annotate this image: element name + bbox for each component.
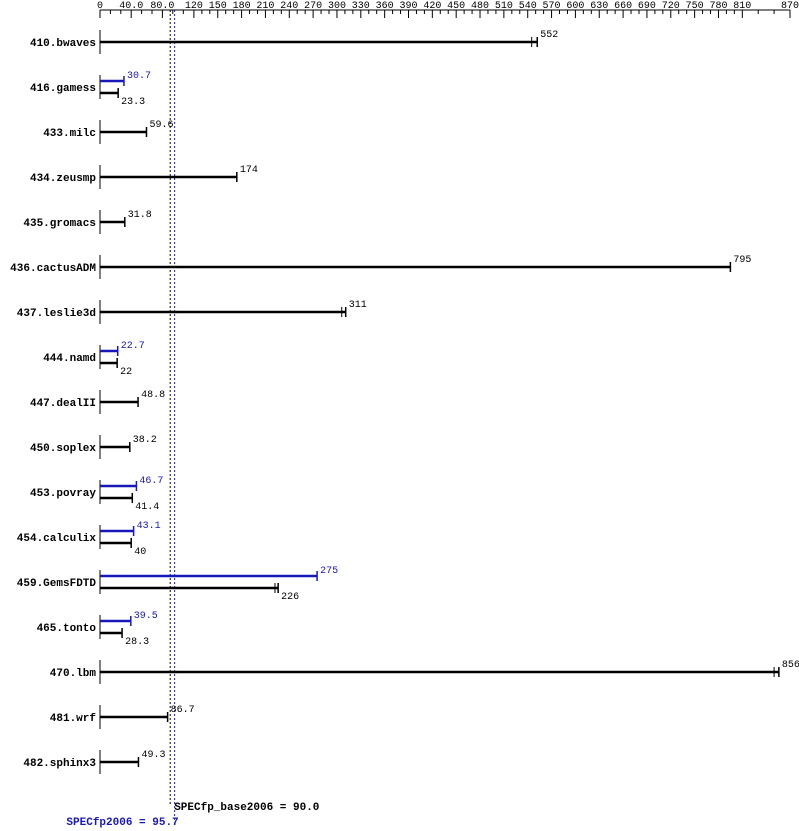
axis-tick-label: 360	[376, 1, 394, 12]
benchmark-label: 454.calculix	[17, 533, 97, 545]
benchmark-label: 481.wrf	[50, 713, 97, 725]
value-label-peak: 22.7	[121, 341, 145, 352]
specfp-benchmark-chart: 0 40.0 80.0 120 150 180 210 240 270 300 330 360 390 4…	[0, 0, 799, 831]
axis-tick-label: 480	[471, 1, 489, 12]
axis-tick-label: 660	[614, 1, 632, 12]
axis-tick-label: 40.0	[119, 1, 143, 12]
axis-tick-label: 720	[662, 1, 680, 12]
value-label-base: 49.3	[141, 750, 165, 761]
value-label-base: 28.3	[125, 637, 149, 648]
value-label-base: 41.4	[135, 502, 159, 513]
value-label-base: 311	[349, 300, 367, 311]
value-label-base: 86.7	[171, 705, 195, 716]
value-label-peak: 30.7	[127, 71, 151, 82]
value-label-peak: 43.1	[137, 521, 161, 532]
value-label-peak: 46.7	[139, 476, 163, 487]
axis-tick-label: 240	[280, 1, 298, 12]
axis-tick-label: 630	[590, 1, 608, 12]
axis-tick-label: 390	[399, 1, 417, 12]
value-label-peak: 275	[320, 566, 338, 577]
value-label-base: 59.6	[149, 120, 173, 131]
benchmark-label: 433.milc	[43, 128, 96, 140]
value-label-base: 552	[540, 30, 558, 41]
axis-tick-label: 510	[495, 1, 513, 12]
summary-base-label: SPECfp_base2006 = 90.0	[174, 802, 319, 814]
axis-tick-label: 300	[328, 1, 346, 12]
axis-tick-label: 600	[566, 1, 584, 12]
axis-tick-label: 690	[638, 1, 656, 12]
axis-tick-label: 80.0	[150, 1, 174, 12]
benchmark-label: 450.soplex	[30, 443, 96, 455]
value-label-base: 38.2	[133, 435, 157, 446]
axis-tick-label: 570	[543, 1, 561, 12]
benchmark-label: 444.namd	[43, 353, 96, 365]
axis-tick-label: 750	[686, 1, 704, 12]
value-label-base: 40	[134, 547, 146, 558]
axis-tick-label: 180	[233, 1, 251, 12]
value-label-base: 48.8	[141, 390, 165, 401]
axis-tick-label: 120	[185, 1, 203, 12]
benchmark-label: 435.gromacs	[23, 218, 96, 230]
axis-tick-label: 330	[352, 1, 370, 12]
benchmark-label: 465.tonto	[37, 623, 97, 635]
value-label-base: 31.8	[128, 210, 152, 221]
benchmark-label: 453.povray	[30, 488, 96, 500]
axis-tick-label: 870	[781, 1, 799, 12]
axis-tick-label: 210	[256, 1, 274, 12]
benchmark-label: 436.cactusADM	[10, 263, 96, 275]
benchmark-label: 482.sphinx3	[23, 758, 96, 770]
axis-tick-label: 150	[209, 1, 227, 12]
benchmark-label: 459.GemsFDTD	[17, 578, 97, 590]
axis-tick-label: 450	[447, 1, 465, 12]
axis-tick-label: 270	[304, 1, 322, 12]
value-label-peak: 39.5	[134, 611, 158, 622]
value-label-base: 856	[782, 660, 799, 671]
axis-tick-label: 0	[97, 1, 103, 12]
value-label-base: 22	[120, 367, 132, 378]
benchmark-label: 447.dealII	[30, 398, 96, 410]
axis-tick-label: 810	[733, 1, 751, 12]
axis-tick-label: 540	[519, 1, 537, 12]
benchmark-label: 416.gamess	[30, 83, 96, 95]
axis-tick-label: 420	[423, 1, 441, 12]
value-label-base: 795	[733, 255, 751, 266]
benchmark-label: 437.leslie3d	[17, 308, 96, 320]
benchmark-label: 434.zeusmp	[30, 173, 96, 185]
summary-peak-label: SPECfp2006 = 95.7	[66, 817, 178, 829]
benchmark-label: 470.lbm	[50, 668, 97, 680]
benchmark-label: 410.bwaves	[30, 38, 96, 50]
value-label-base: 226	[281, 592, 299, 603]
value-label-base: 174	[240, 165, 258, 176]
axis-tick-label: 780	[709, 1, 727, 12]
value-label-base: 23.3	[121, 97, 145, 108]
